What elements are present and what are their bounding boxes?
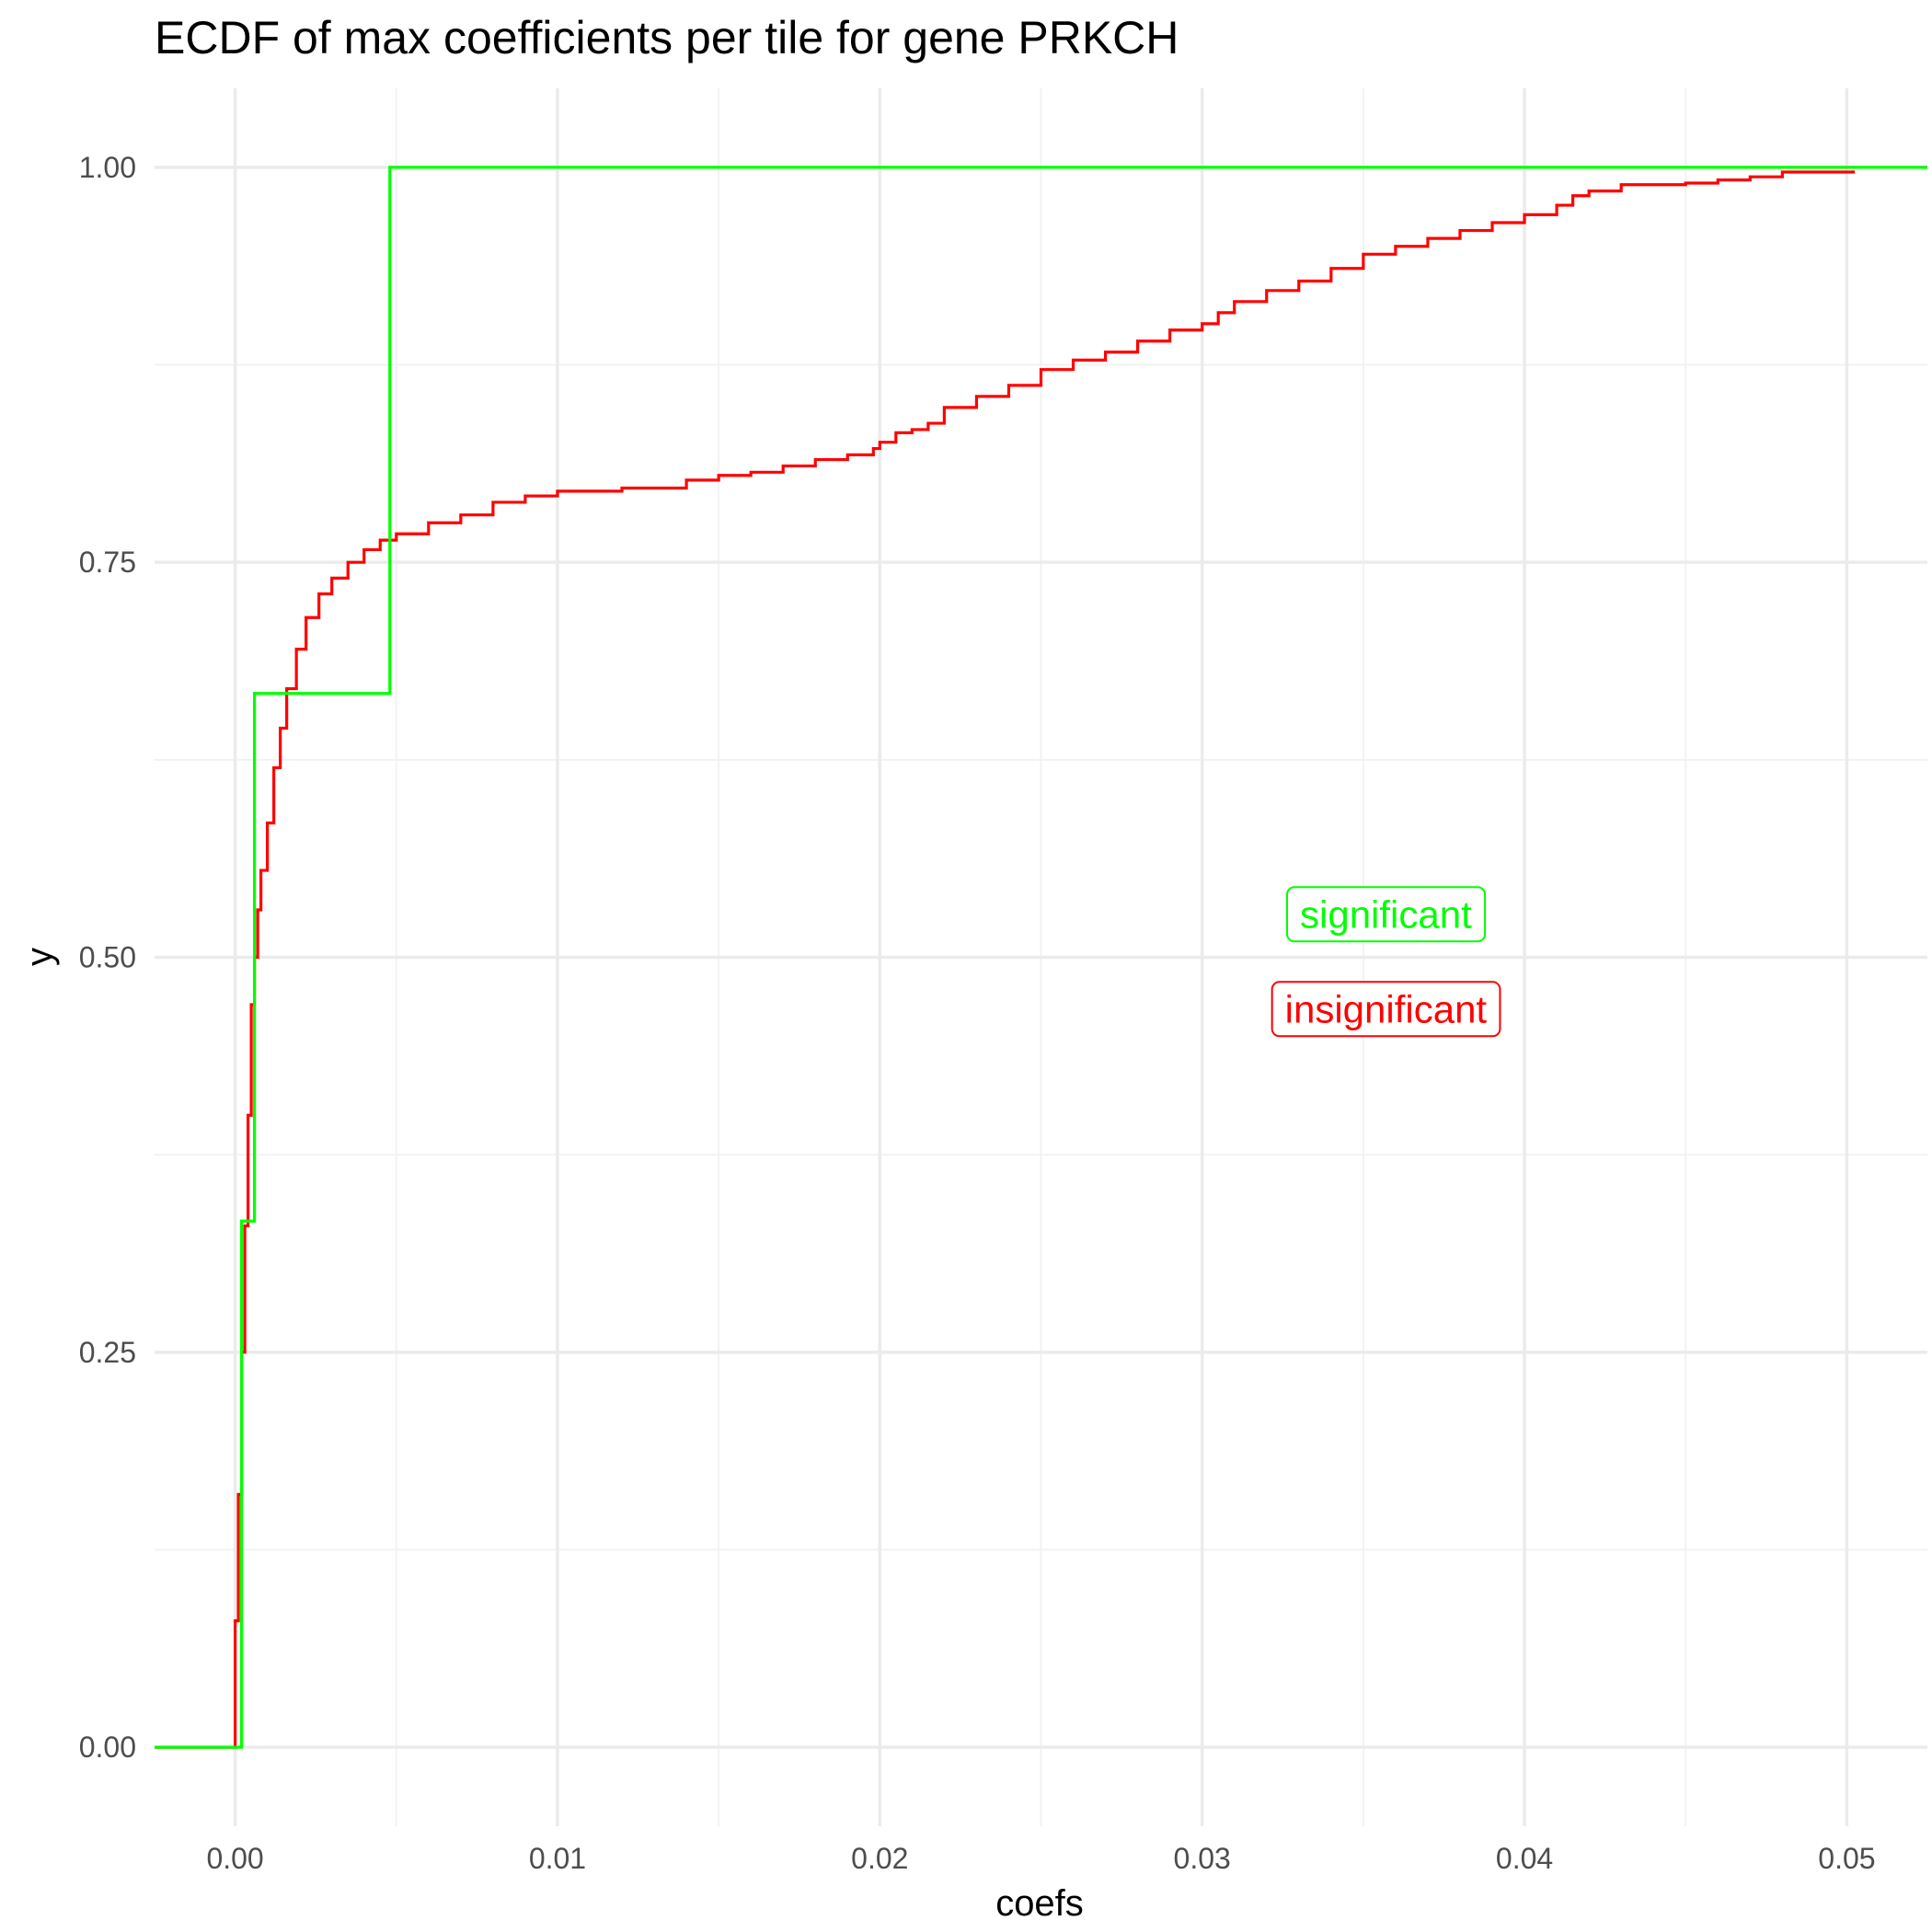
y-axis-title: y xyxy=(19,948,60,966)
chart-title: ECDF of max coefficients per tile for ge… xyxy=(155,12,1179,63)
x-tick-label: 0.00 xyxy=(206,1842,263,1875)
x-axis-title: coefs xyxy=(995,1883,1084,1924)
legend-entry-insignificant: insignificant xyxy=(1271,981,1501,1038)
legend-box xyxy=(1286,886,1487,943)
x-tick-label: 0.02 xyxy=(851,1842,908,1875)
legend: significant insignificant xyxy=(1271,886,1501,1038)
x-tick-label: 0.04 xyxy=(1496,1842,1553,1875)
legend-entry-significant: significant xyxy=(1286,886,1487,943)
legend-label: insignificant xyxy=(1285,987,1488,1030)
grid xyxy=(155,88,1927,1826)
ecdf-line-significant xyxy=(155,166,1927,1749)
x-tick-label: 0.03 xyxy=(1174,1842,1231,1875)
y-tick-label: 0.00 xyxy=(79,1731,136,1764)
y-tick-label: 0.25 xyxy=(79,1336,136,1369)
y-tick-label: 0.50 xyxy=(79,941,136,974)
x-tick-label: 0.01 xyxy=(529,1842,586,1875)
x-tick-label: 0.05 xyxy=(1818,1842,1875,1875)
y-tick-label: 0.75 xyxy=(79,546,136,579)
series-layer xyxy=(155,166,1927,1749)
x-axis-ticks: 0.00 0.01 0.02 0.03 0.04 0.05 xyxy=(206,1842,1875,1875)
y-axis-ticks: 0.00 0.25 0.50 0.75 1.00 xyxy=(79,151,136,1764)
ecdf-line-insignificant xyxy=(155,170,1856,1749)
legend-label: significant xyxy=(1300,892,1472,936)
legend-box xyxy=(1271,981,1501,1038)
y-tick-label: 1.00 xyxy=(79,151,136,184)
